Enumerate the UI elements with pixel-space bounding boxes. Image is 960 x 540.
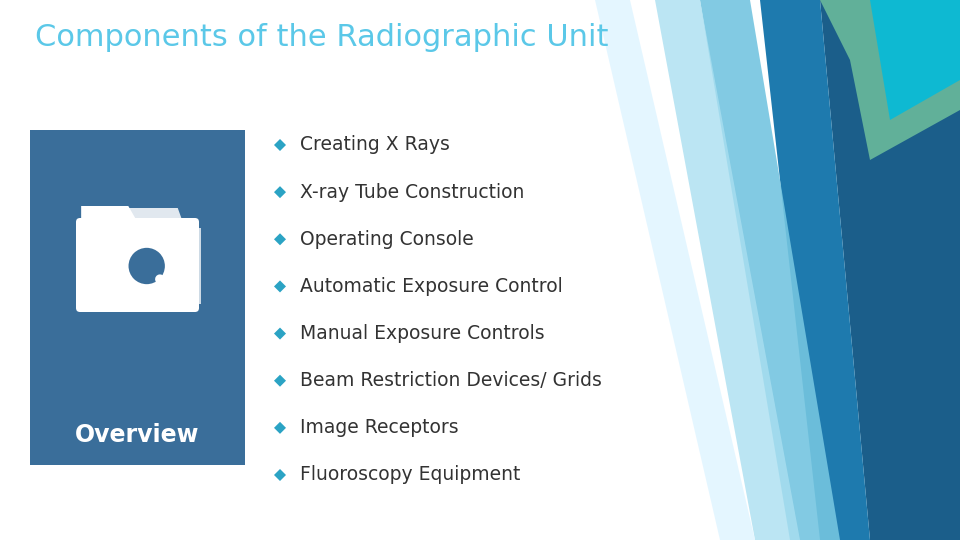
Polygon shape [120, 208, 183, 224]
Text: Beam Restriction Devices/ Grids: Beam Restriction Devices/ Grids [300, 371, 602, 390]
Polygon shape [85, 228, 201, 304]
Polygon shape [30, 130, 245, 465]
FancyBboxPatch shape [76, 218, 199, 312]
Polygon shape [820, 0, 960, 540]
Polygon shape [655, 0, 800, 540]
Polygon shape [274, 233, 286, 245]
Text: Components of the Radiographic Unit: Components of the Radiographic Unit [35, 23, 609, 51]
Polygon shape [870, 0, 960, 120]
Polygon shape [274, 139, 286, 151]
Polygon shape [274, 469, 286, 481]
Text: Operating Console: Operating Console [300, 230, 473, 249]
Text: Fluoroscopy Equipment: Fluoroscopy Equipment [300, 465, 520, 484]
Text: Automatic Exposure Control: Automatic Exposure Control [300, 277, 563, 296]
Circle shape [125, 244, 169, 288]
Text: Manual Exposure Controls: Manual Exposure Controls [300, 324, 544, 343]
Polygon shape [274, 422, 286, 434]
Polygon shape [274, 328, 286, 340]
Text: Image Receptors: Image Receptors [300, 418, 459, 437]
Text: X-ray Tube Construction: X-ray Tube Construction [300, 183, 524, 201]
Polygon shape [760, 0, 870, 540]
Polygon shape [820, 0, 960, 160]
Polygon shape [274, 280, 286, 293]
Polygon shape [700, 0, 840, 540]
Text: Overview: Overview [75, 423, 200, 447]
Text: Creating X Rays: Creating X Rays [300, 136, 450, 154]
Polygon shape [274, 186, 286, 198]
Polygon shape [82, 206, 137, 222]
Polygon shape [274, 375, 286, 387]
Polygon shape [595, 0, 755, 540]
